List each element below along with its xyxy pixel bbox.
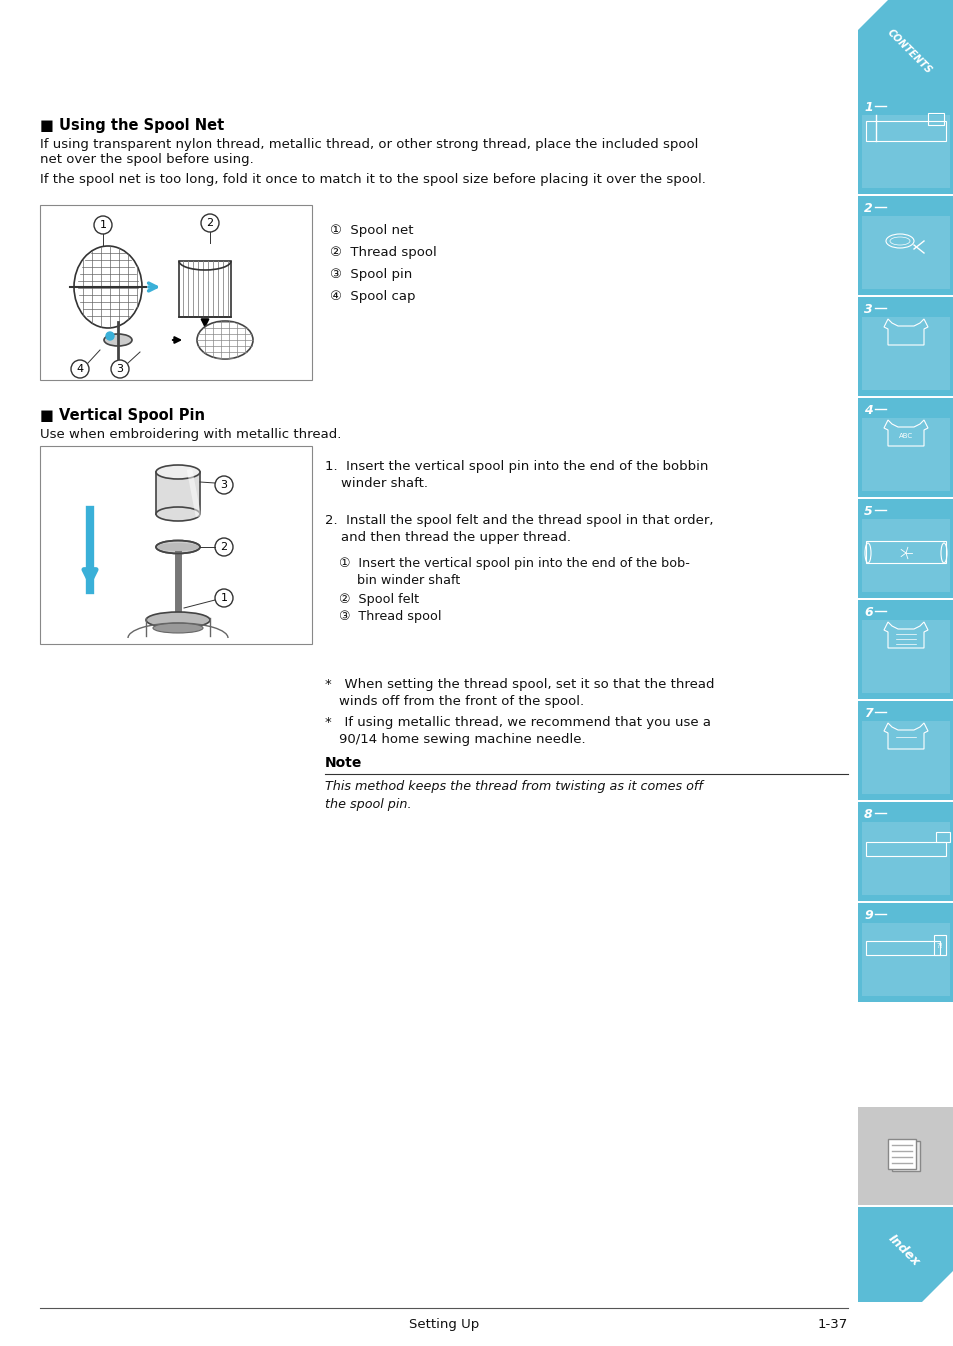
- Ellipse shape: [146, 612, 210, 629]
- Bar: [857, 701, 953, 800]
- Bar: [857, 499, 953, 598]
- Text: If the spool net is too long, fold it once to match it to the spool size before : If the spool net is too long, fold it on…: [40, 174, 705, 186]
- Bar: [935, 832, 949, 843]
- Bar: [40, 205, 312, 380]
- Text: 2: 2: [220, 542, 228, 552]
- Text: ③  Spool pin: ③ Spool pin: [330, 268, 412, 281]
- Text: 2: 2: [863, 202, 872, 215]
- Bar: [862, 923, 949, 996]
- Bar: [862, 621, 949, 693]
- Polygon shape: [857, 0, 887, 30]
- Text: CONTENTS: CONTENTS: [883, 27, 932, 75]
- Bar: [865, 843, 945, 856]
- Text: 7: 7: [863, 707, 872, 720]
- Ellipse shape: [152, 623, 203, 633]
- Circle shape: [111, 359, 129, 378]
- Bar: [862, 822, 949, 895]
- Text: winds off from the front of the spool.: winds off from the front of the spool.: [338, 695, 583, 708]
- Text: 1: 1: [99, 219, 107, 230]
- Bar: [862, 114, 949, 188]
- Circle shape: [214, 476, 233, 494]
- Bar: [857, 398, 953, 497]
- Text: ?!: ?!: [936, 944, 943, 949]
- Text: ■ Vertical Spool Pin: ■ Vertical Spool Pin: [40, 408, 205, 423]
- Bar: [857, 197, 953, 295]
- Text: ④  Spool cap: ④ Spool cap: [330, 289, 416, 303]
- Bar: [862, 419, 949, 491]
- Bar: [857, 1207, 953, 1302]
- Text: *   When setting the thread spool, set it so that the thread: * When setting the thread spool, set it …: [325, 678, 714, 690]
- Text: 1: 1: [863, 101, 872, 114]
- Text: Setting Up: Setting Up: [409, 1318, 478, 1331]
- Circle shape: [214, 538, 233, 556]
- Bar: [862, 318, 949, 390]
- Circle shape: [94, 215, 112, 234]
- Circle shape: [71, 359, 89, 378]
- Bar: [857, 1106, 953, 1205]
- Text: 4: 4: [76, 363, 84, 374]
- Text: Index: Index: [884, 1232, 922, 1269]
- Text: 3: 3: [863, 303, 872, 316]
- Text: 1: 1: [220, 594, 227, 603]
- Text: ②  Thread spool: ② Thread spool: [330, 246, 436, 258]
- Text: 4: 4: [863, 404, 872, 417]
- Circle shape: [201, 214, 219, 232]
- Text: bin winder shaft: bin winder shaft: [356, 573, 459, 587]
- Text: winder shaft.: winder shaft.: [340, 476, 428, 490]
- Text: 90/14 home sewing machine needle.: 90/14 home sewing machine needle.: [338, 734, 585, 746]
- Text: 8: 8: [863, 808, 872, 821]
- Ellipse shape: [156, 541, 200, 553]
- Bar: [857, 0, 953, 96]
- Bar: [933, 935, 945, 956]
- Text: ■ Using the Spool Net: ■ Using the Spool Net: [40, 118, 224, 133]
- Bar: [865, 121, 945, 141]
- Bar: [857, 802, 953, 900]
- Circle shape: [214, 590, 233, 607]
- Text: ①  Spool net: ① Spool net: [330, 223, 413, 237]
- Ellipse shape: [156, 464, 200, 479]
- Bar: [857, 600, 953, 699]
- Bar: [857, 297, 953, 396]
- Text: If using transparent nylon thread, metallic thread, or other strong thread, plac: If using transparent nylon thread, metal…: [40, 139, 698, 166]
- Bar: [927, 113, 943, 125]
- Polygon shape: [921, 1271, 953, 1302]
- Text: ②  Spool felt: ② Spool felt: [338, 594, 418, 606]
- Bar: [857, 96, 953, 194]
- Text: 5: 5: [863, 505, 872, 518]
- Text: 2: 2: [206, 218, 213, 227]
- Text: *   If using metallic thread, we recommend that you use a: * If using metallic thread, we recommend…: [325, 716, 710, 730]
- Ellipse shape: [104, 334, 132, 346]
- Ellipse shape: [156, 542, 200, 551]
- Ellipse shape: [156, 507, 200, 521]
- Text: This method keeps the thread from twisting as it comes off: This method keeps the thread from twisti…: [325, 779, 702, 793]
- Text: 9: 9: [863, 909, 872, 922]
- Bar: [865, 541, 945, 563]
- Text: ③  Thread spool: ③ Thread spool: [338, 610, 441, 623]
- Bar: [156, 472, 200, 514]
- Text: 3: 3: [116, 363, 123, 374]
- Text: ①  Insert the vertical spool pin into the end of the bob-: ① Insert the vertical spool pin into the…: [338, 557, 689, 569]
- Text: 1-37: 1-37: [817, 1318, 847, 1331]
- Text: the spool pin.: the spool pin.: [325, 798, 411, 812]
- Text: Note: Note: [325, 756, 362, 770]
- Text: 6: 6: [863, 606, 872, 619]
- Text: 1.  Insert the vertical spool pin into the end of the bobbin: 1. Insert the vertical spool pin into th…: [325, 460, 708, 472]
- Text: and then thread the upper thread.: and then thread the upper thread.: [340, 532, 571, 544]
- Text: ABC: ABC: [898, 433, 912, 439]
- Bar: [865, 941, 939, 956]
- Text: 3: 3: [220, 481, 227, 490]
- Bar: [891, 1141, 919, 1171]
- Bar: [862, 520, 949, 592]
- Bar: [862, 215, 949, 289]
- Bar: [862, 721, 949, 794]
- Text: Use when embroidering with metallic thread.: Use when embroidering with metallic thre…: [40, 428, 341, 441]
- Bar: [40, 446, 312, 643]
- Circle shape: [106, 332, 113, 341]
- Bar: [857, 903, 953, 1001]
- Bar: [887, 1139, 915, 1168]
- Bar: [179, 261, 231, 318]
- Text: 2.  Install the spool felt and the thread spool in that order,: 2. Install the spool felt and the thread…: [325, 514, 713, 528]
